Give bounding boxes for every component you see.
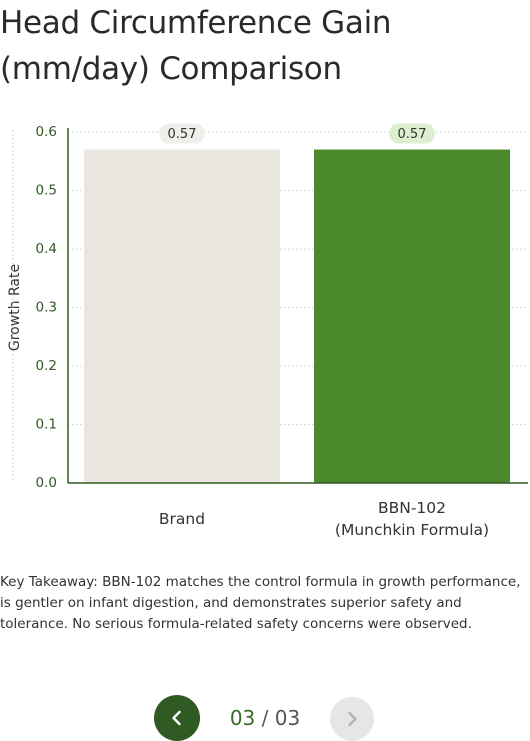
current-page: 03 xyxy=(229,706,256,730)
y-tick-label: 0.3 xyxy=(36,300,57,316)
y-tick-label: 0.1 xyxy=(36,417,57,433)
bar-chart: 0.0 0.1 0.2 0.3 0.4 0.5 0.6 Growth Rate 0.57 Bran… xyxy=(7,123,528,539)
chart-title: Head Circumference Gain (mm/day) Compari… xyxy=(0,0,530,92)
page-counter: 03 / 03 xyxy=(222,704,308,732)
total-pages: 03 xyxy=(274,706,301,730)
key-takeaway-text: Key Takeaway: BBN-102 matches the contro… xyxy=(0,574,521,632)
chart-title-line-2: (mm/day) Comparison xyxy=(0,51,342,87)
y-tick-label: 0.0 xyxy=(36,475,57,491)
y-tick-label: 0.2 xyxy=(36,358,57,374)
chart-title-line-1: Head Circumference Gain xyxy=(0,5,392,41)
pagination: 03 / 03 xyxy=(0,695,530,741)
y-tick-label: 0.5 xyxy=(36,183,57,199)
bar-2 xyxy=(314,149,510,484)
data-label: 0.57 xyxy=(168,127,197,142)
x-category-label: (Munchkin Formula) xyxy=(335,521,489,539)
y-tick-label: 0.4 xyxy=(36,241,57,257)
next-button[interactable] xyxy=(330,697,374,741)
data-label-pill xyxy=(159,123,205,144)
y-axis-label: Growth Rate xyxy=(7,264,23,351)
chevron-right-icon xyxy=(348,711,357,727)
x-category-label: Brand xyxy=(159,510,205,528)
page-separator: / xyxy=(255,706,275,730)
chevron-left-icon xyxy=(172,710,181,726)
bar-1 xyxy=(84,149,280,484)
previous-button[interactable] xyxy=(154,695,200,741)
y-tick-label: 0.6 xyxy=(36,124,57,140)
x-category-label: BBN-102 xyxy=(378,499,446,517)
data-label-pill xyxy=(389,123,435,144)
data-label: 0.57 xyxy=(398,127,427,142)
